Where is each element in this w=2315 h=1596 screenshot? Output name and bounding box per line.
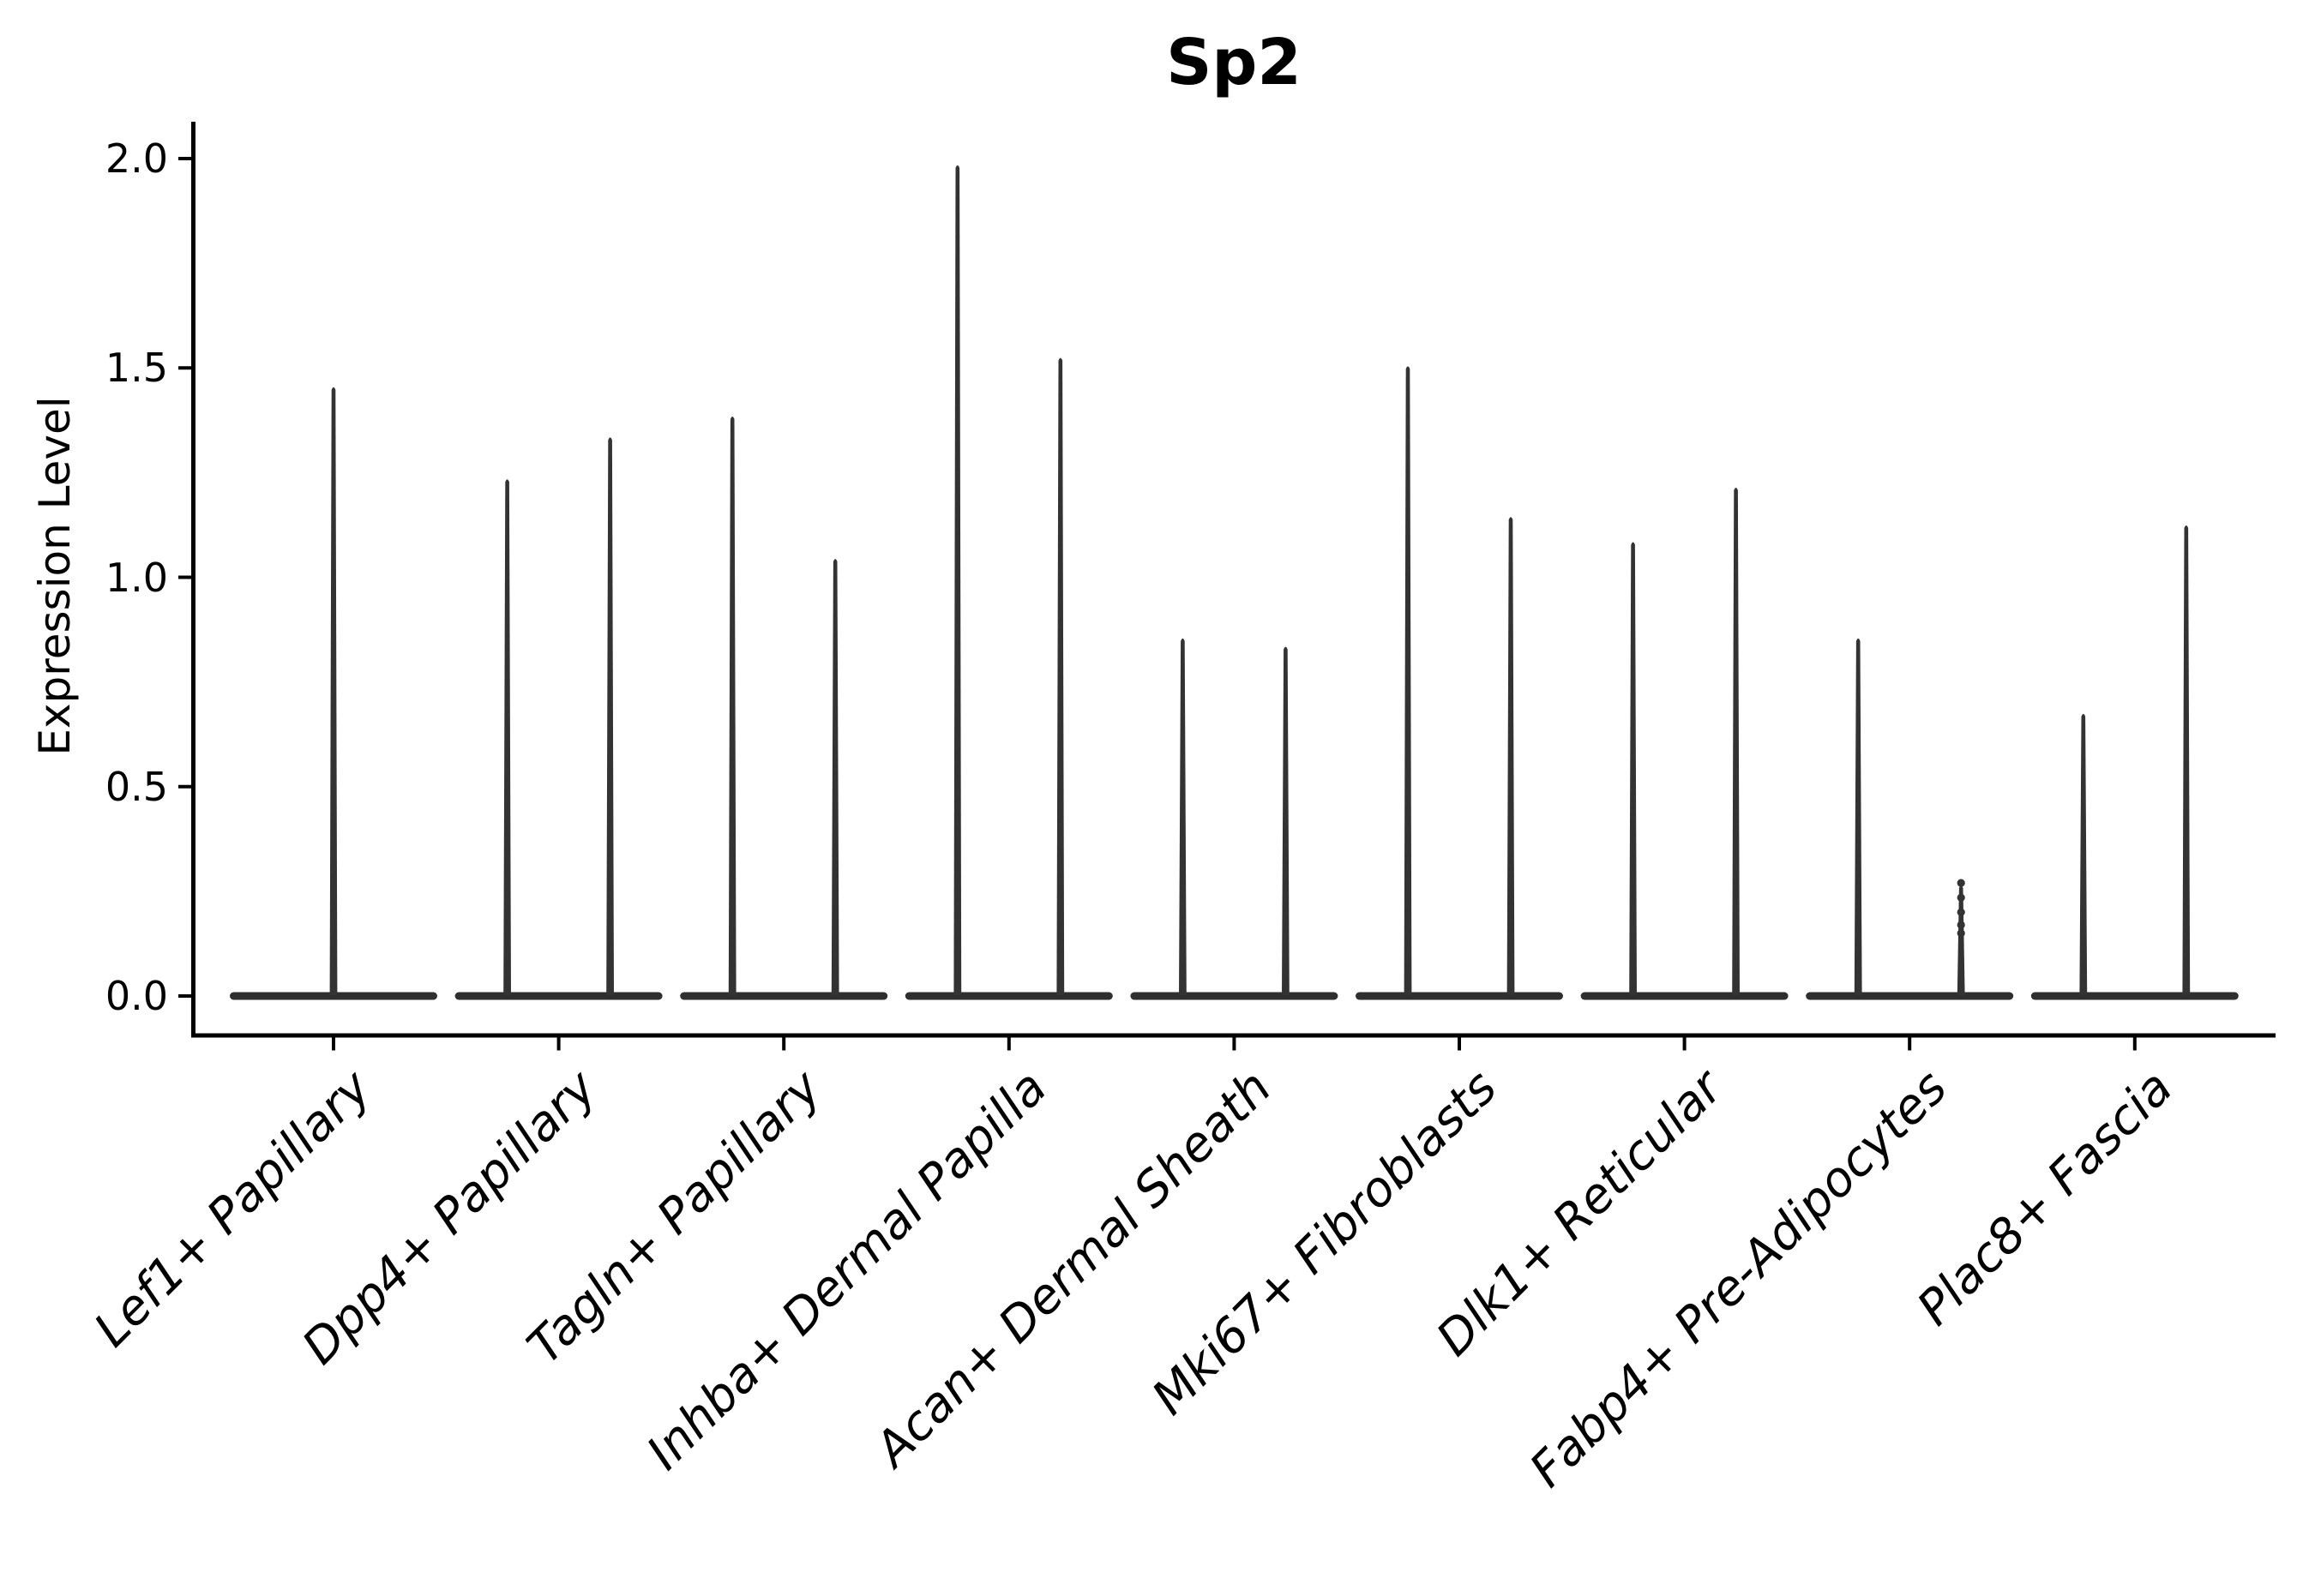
violin-zero-bar	[2030, 992, 2239, 1000]
violin-spike	[1854, 638, 1862, 995]
x-tick-mark	[1908, 1037, 1912, 1051]
violin-spike	[1629, 542, 1637, 995]
y-tick-label: 1.5	[105, 345, 168, 392]
violin-zero-bar	[1356, 992, 1563, 1000]
x-tick-mark	[556, 1037, 561, 1051]
violin-zero-bar	[1580, 992, 1789, 1000]
jitter-dot	[1957, 893, 1965, 902]
y-tick-mark	[178, 575, 191, 579]
x-tick-mark	[782, 1037, 786, 1051]
violin-zero-bar	[680, 992, 888, 1000]
y-tick-label: 2.0	[105, 135, 168, 182]
violin-spike	[1282, 646, 1290, 995]
x-axis-spine	[191, 1033, 2276, 1038]
violin-plot-canvas	[178, 122, 2276, 1051]
y-tick-mark	[178, 366, 191, 370]
jitter-dot	[1957, 921, 1965, 929]
x-tick-mark	[1007, 1037, 1011, 1051]
violin-spike	[1506, 517, 1515, 995]
jitter-dot	[1957, 929, 1965, 938]
violin-spike	[953, 165, 962, 995]
x-tick-mark	[1458, 1037, 1461, 1051]
violin-spike	[2079, 713, 2088, 995]
y-tick-label: 1.0	[105, 554, 168, 601]
violin-figure: Sp2 Expression Level 0.0 0.5 1.0 1.5 2.0 Lef…	[30, 26, 2276, 1498]
violin-spike	[2182, 525, 2191, 995]
violin-zero-bar	[230, 992, 437, 1000]
x-tick-mark	[332, 1037, 335, 1051]
y-axis-spine	[191, 122, 195, 1038]
violin-zero-bar	[454, 992, 663, 1000]
violin-spike	[606, 437, 614, 995]
violin-spike	[1957, 885, 1965, 995]
violin-spike	[503, 479, 511, 995]
chart-title: Sp2	[1166, 26, 1302, 99]
y-tick-mark	[178, 994, 191, 998]
violin-spike	[329, 387, 338, 995]
violin-spike	[831, 559, 839, 995]
violin-spike	[1404, 366, 1412, 995]
y-tick-label: 0.0	[105, 973, 168, 1019]
violin-spike	[1179, 638, 1187, 995]
violin-zero-bar	[1806, 992, 2014, 1000]
jitter-dot	[1957, 879, 1965, 887]
violin-spike	[1732, 488, 1740, 995]
violin-zero-bar	[905, 992, 1113, 1000]
jitter-dot	[1957, 908, 1965, 916]
y-tick-label: 0.5	[105, 763, 168, 810]
y-tick-mark	[178, 784, 191, 789]
violin-spike	[728, 416, 737, 995]
violin-spike	[1056, 357, 1065, 996]
x-tick-mark	[1232, 1037, 1236, 1051]
x-tick-mark	[2132, 1037, 2137, 1051]
y-tick-mark	[178, 157, 191, 160]
violin-zero-bar	[1130, 992, 1338, 1000]
x-tick-mark	[1682, 1037, 1687, 1051]
